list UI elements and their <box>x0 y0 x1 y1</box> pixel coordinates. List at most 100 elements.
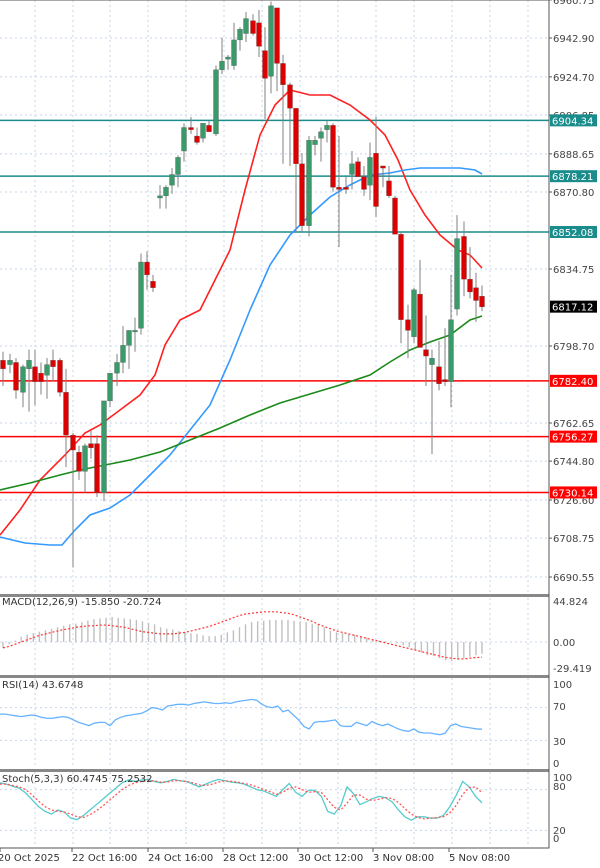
candle[interactable] <box>473 272 479 322</box>
candle[interactable] <box>107 372 113 408</box>
candle[interactable] <box>274 7 280 92</box>
candle[interactable] <box>256 10 262 58</box>
candle[interactable] <box>243 12 249 43</box>
time-tick-label: 3 Nov 08:00 <box>373 853 434 864</box>
level-price-tag <box>550 486 597 499</box>
time-axis[interactable]: 20 Oct 2025 22 Oct 16:00 24 Oct 16:00 28 Oc… <box>0 848 510 864</box>
candle[interactable] <box>126 330 132 369</box>
candle[interactable] <box>219 37 225 75</box>
candle[interactable] <box>268 1 274 94</box>
candle[interactable] <box>262 27 268 119</box>
candle[interactable] <box>411 287 417 344</box>
price-axis[interactable]: 6960.756942.906924.706906.856888.656870.… <box>548 0 600 864</box>
candle[interactable] <box>0 351 6 386</box>
candle[interactable] <box>373 116 379 218</box>
candle[interactable] <box>318 127 324 162</box>
candle[interactable] <box>293 108 299 233</box>
candle[interactable] <box>287 82 293 166</box>
candle[interactable] <box>461 221 467 297</box>
stoch-tick-label: 80 <box>553 782 566 793</box>
candle[interactable] <box>330 123 336 192</box>
candle[interactable] <box>157 185 163 209</box>
candle[interactable] <box>20 364 26 408</box>
candle[interactable] <box>280 54 286 164</box>
candle[interactable] <box>306 136 312 237</box>
candle[interactable] <box>423 315 429 386</box>
candle[interactable] <box>94 435 100 498</box>
current-price-tag <box>550 300 597 313</box>
stoch-pane[interactable] <box>0 778 549 831</box>
candle[interactable] <box>132 317 138 352</box>
candle[interactable] <box>200 123 206 143</box>
candle[interactable] <box>392 195 398 235</box>
ma-slow-line <box>0 315 483 491</box>
candle[interactable] <box>386 165 392 198</box>
candle[interactable] <box>7 353 13 374</box>
candle[interactable] <box>50 349 56 382</box>
candle[interactable] <box>336 136 342 248</box>
candle[interactable] <box>206 121 212 132</box>
candle[interactable] <box>398 232 404 344</box>
candle[interactable] <box>150 274 156 292</box>
candle[interactable] <box>76 445 82 480</box>
price-tick-label: 6834.75 <box>553 265 594 276</box>
candle[interactable] <box>454 215 460 316</box>
candle[interactable] <box>349 150 355 190</box>
candle[interactable] <box>436 341 442 391</box>
candle[interactable] <box>355 157 361 177</box>
candle[interactable] <box>82 443 88 493</box>
rsi-pane[interactable] <box>0 698 549 741</box>
rsi-tick-label: 100 <box>553 680 572 691</box>
candle[interactable] <box>250 14 256 36</box>
candle[interactable] <box>188 116 194 134</box>
candle[interactable] <box>467 247 473 299</box>
candle[interactable] <box>479 285 485 312</box>
candle[interactable] <box>213 65 219 137</box>
rsi-line <box>0 698 483 736</box>
candle[interactable] <box>163 185 169 209</box>
svg-text:6730.14: 6730.14 <box>552 488 593 499</box>
candle[interactable] <box>26 349 32 412</box>
candle[interactable] <box>312 136 318 156</box>
level-price-tag <box>550 374 597 387</box>
candle[interactable] <box>88 430 94 459</box>
stoch-tick-label: 0 <box>553 834 559 845</box>
candle[interactable] <box>225 54 231 70</box>
candle[interactable] <box>417 259 423 348</box>
candle[interactable] <box>181 123 187 162</box>
candle[interactable] <box>367 142 373 201</box>
candle[interactable] <box>101 400 107 502</box>
candle[interactable] <box>380 165 386 188</box>
candle[interactable] <box>442 328 448 386</box>
candle[interactable] <box>38 362 44 395</box>
candle[interactable] <box>237 27 243 51</box>
candle[interactable] <box>120 326 126 374</box>
candle[interactable] <box>343 176 349 194</box>
svg-text:6852.08: 6852.08 <box>552 228 593 239</box>
candle[interactable] <box>144 251 150 290</box>
candle[interactable] <box>57 358 63 397</box>
candle[interactable] <box>169 168 175 194</box>
candle[interactable] <box>405 304 411 359</box>
candle[interactable] <box>429 349 435 455</box>
candle[interactable] <box>114 353 120 386</box>
candle[interactable] <box>44 358 50 399</box>
candle[interactable] <box>448 274 454 408</box>
candle[interactable] <box>175 155 181 188</box>
candle[interactable] <box>231 22 237 70</box>
price-pane[interactable] <box>0 1 549 568</box>
candle[interactable] <box>13 358 19 399</box>
macd-pane[interactable] <box>0 611 549 662</box>
candle[interactable] <box>63 368 69 468</box>
candle[interactable] <box>32 349 38 406</box>
price-tick-label: 6708.75 <box>553 534 594 545</box>
candle[interactable] <box>299 153 305 233</box>
candle[interactable] <box>70 432 76 568</box>
candle[interactable] <box>361 165 367 196</box>
candle[interactable] <box>324 121 330 143</box>
candle[interactable] <box>194 127 200 145</box>
svg-text:6782.40: 6782.40 <box>552 377 593 388</box>
candle[interactable] <box>138 253 144 335</box>
